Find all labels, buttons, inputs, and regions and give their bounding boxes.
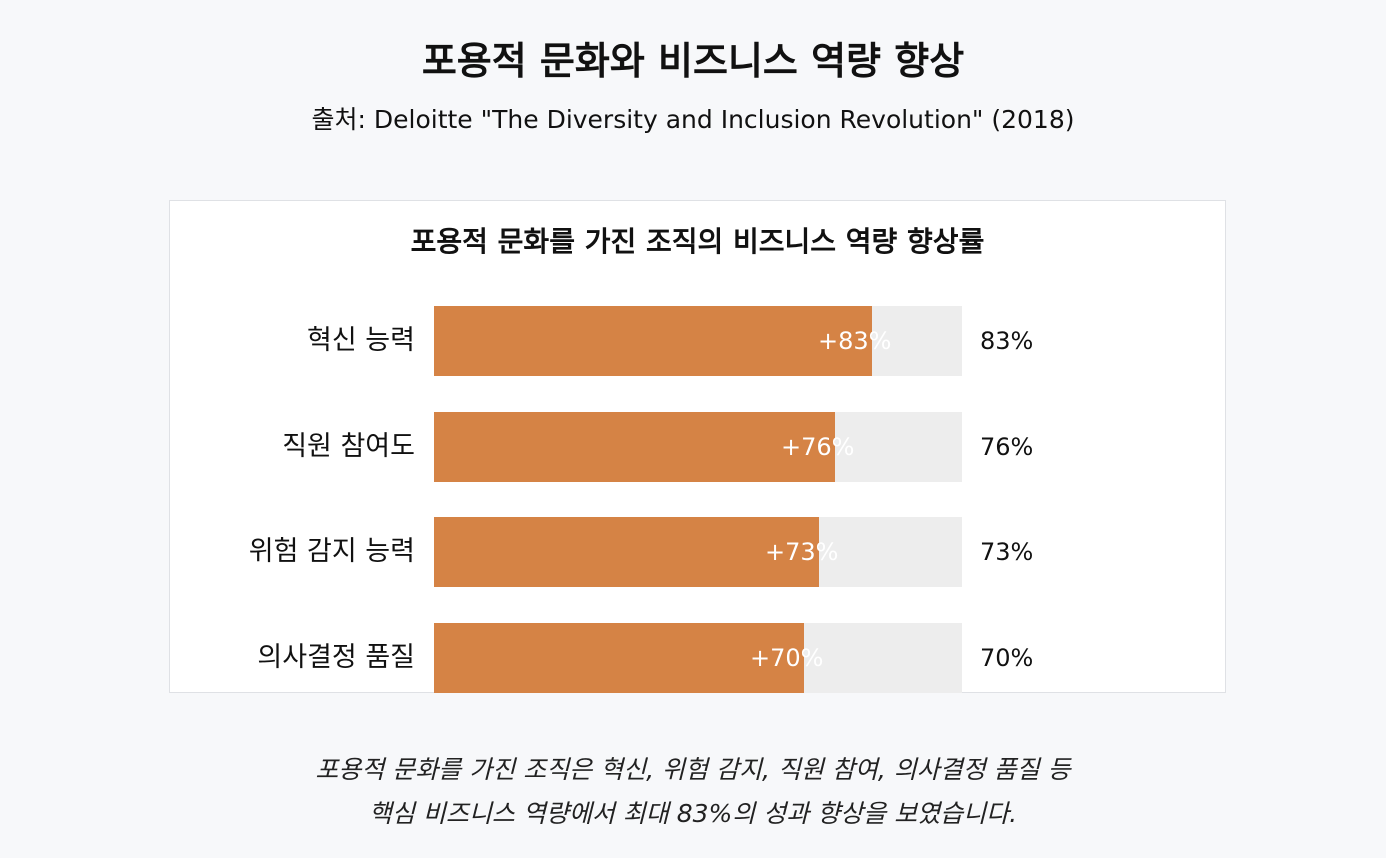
bar-track: +83% [434, 306, 962, 376]
bar [434, 623, 804, 693]
bar-data-label: +70% [750, 644, 824, 672]
chart-card: 포용적 문화를 가진 조직의 비즈니스 역량 향상률 혁신 능력 +83% 83% 직… [169, 200, 1226, 693]
bar-track: +73% [434, 517, 962, 587]
value-label: 73% [980, 538, 1034, 566]
chart-title: 포용적 문화를 가진 조직의 비즈니스 역량 향상률 [410, 225, 985, 258]
page-subtitle: 출처: Deloitte "The Diversity and Inclusio… [311, 105, 1075, 134]
bar-data-label: +73% [765, 538, 839, 566]
bar [434, 517, 819, 587]
value-label: 76% [980, 433, 1034, 461]
bar-track: +70% [434, 623, 962, 693]
bar-data-label: +76% [781, 433, 855, 461]
bar-row: 직원 참여도 +76% 76% [170, 412, 1225, 482]
value-label: 70% [980, 644, 1034, 672]
page-title: 포용적 문화와 비즈니스 역량 향상 [421, 39, 965, 83]
bar-row: 위험 감지 능력 +73% 73% [170, 517, 1225, 587]
category-label: 직원 참여도 [282, 431, 415, 462]
bar-row: 혁신 능력 +83% 83% [170, 306, 1225, 376]
footnote: 포용적 문화를 가진 조직은 혁신, 위험 감지, 직원 참여, 의사결정 품질… [0, 748, 1386, 836]
category-label: 혁신 능력 [307, 325, 415, 356]
bar [434, 306, 872, 376]
bar-track: +76% [434, 412, 962, 482]
footnote-line-1: 포용적 문화를 가진 조직은 혁신, 위험 감지, 직원 참여, 의사결정 품질… [315, 755, 1071, 784]
bar-row: 의사결정 품질 +70% 70% [170, 623, 1225, 693]
value-label: 83% [980, 327, 1034, 355]
category-label: 의사결정 품질 [257, 642, 415, 673]
footnote-line-2: 핵심 비즈니스 역량에서 최대 83%의 성과 향상을 보였습니다. [368, 799, 1018, 828]
bar-data-label: +83% [818, 327, 892, 355]
category-label: 위험 감지 능력 [248, 536, 415, 567]
bar [434, 412, 835, 482]
